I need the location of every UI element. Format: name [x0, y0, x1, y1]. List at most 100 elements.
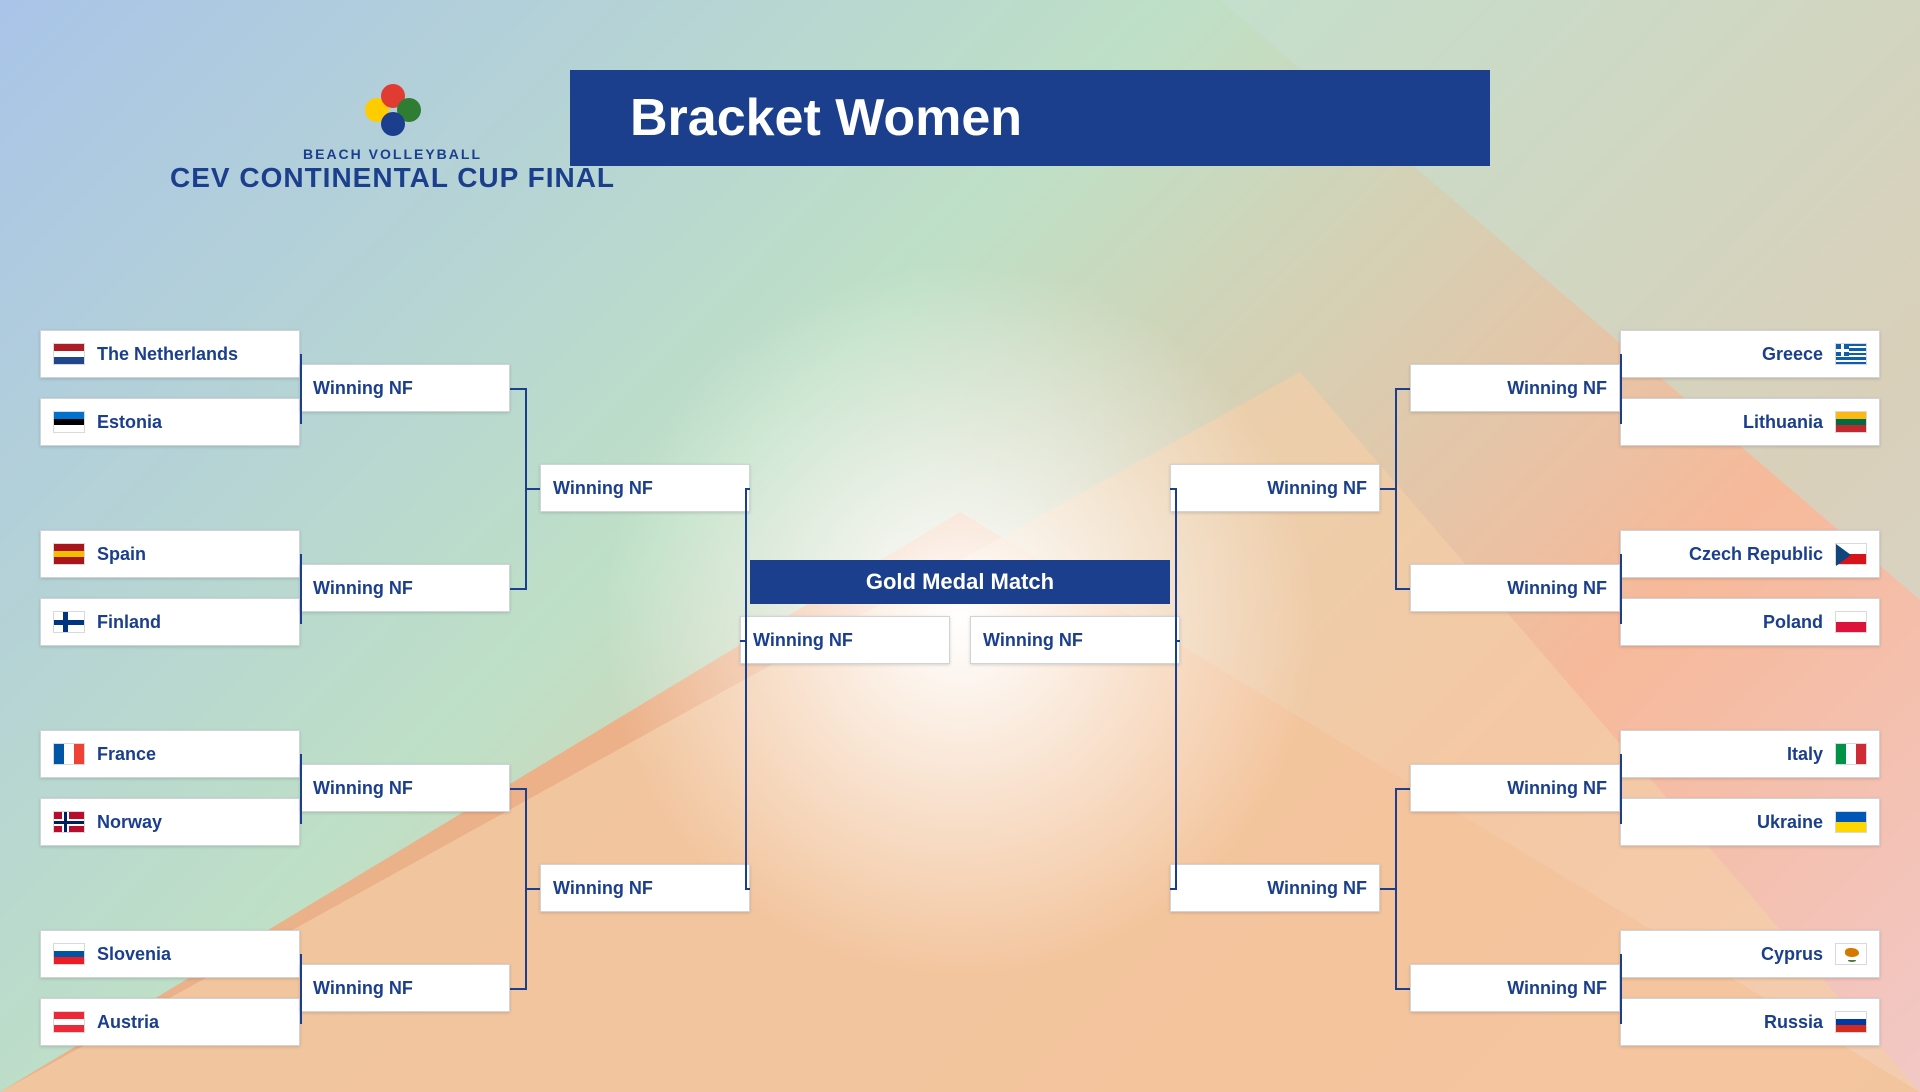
right-r16-3: Poland [1620, 598, 1880, 646]
left-r16-5-label: Norway [97, 812, 162, 833]
left-r16-4: France [40, 730, 300, 778]
flag-icon [53, 943, 85, 965]
left-qf-2: Winning NF [300, 764, 510, 812]
right-r16-5-label: Ukraine [1757, 812, 1823, 833]
right-r16-4-label: Italy [1787, 744, 1823, 765]
flag-icon [1835, 411, 1867, 433]
logo-subtitle: BEACH VOLLEYBALL [170, 146, 615, 162]
flag-icon [1835, 343, 1867, 365]
flag-icon [1835, 743, 1867, 765]
left-r16-7-label: Austria [97, 1012, 159, 1033]
bracket-connector [525, 788, 527, 890]
bracket-connector [300, 388, 302, 424]
flag-icon [1835, 543, 1867, 565]
bracket-connector [1395, 388, 1410, 390]
bracket-connector [1620, 788, 1622, 824]
flag-icon [1835, 943, 1867, 965]
bracket-connector [300, 554, 302, 590]
bracket-connector [740, 640, 745, 642]
right-sf-0: Winning NF [1170, 464, 1380, 512]
left-r16-0: The Netherlands [40, 330, 300, 378]
bracket-connector [525, 488, 540, 490]
left-r16-6: Slovenia [40, 930, 300, 978]
gold-medal-header: Gold Medal Match [750, 560, 1170, 604]
logo-title: CEV CONTINENTAL CUP FINAL [170, 162, 615, 194]
left-qf-0: Winning NF [300, 364, 510, 412]
right-qf-3: Winning NF [1410, 964, 1620, 1012]
flag-icon [1835, 611, 1867, 633]
bracket-connector [300, 354, 302, 390]
bracket-connector [745, 640, 747, 890]
right-r16-4: Italy [1620, 730, 1880, 778]
bracket-connector [510, 988, 525, 990]
bracket-connector [1395, 788, 1410, 790]
flag-icon [53, 811, 85, 833]
bracket-connector [1620, 988, 1622, 1024]
right-r16-0-label: Greece [1762, 344, 1823, 365]
bracket-connector [1395, 488, 1397, 590]
bracket-connector [1380, 488, 1395, 490]
left-r16-4-label: France [97, 744, 156, 765]
bracket-connector [300, 588, 302, 624]
bracket-connector [1395, 888, 1397, 990]
left-qf-0-label: Winning NF [313, 378, 413, 399]
event-logo: BEACH VOLLEYBALL CEV CONTINENTAL CUP FIN… [170, 80, 615, 194]
right-r16-2-label: Czech Republic [1689, 544, 1823, 565]
gold-medal-label: Gold Medal Match [866, 569, 1054, 595]
left-qf-3: Winning NF [300, 964, 510, 1012]
bracket-connector [1620, 588, 1622, 624]
left-r16-0-label: The Netherlands [97, 344, 238, 365]
bracket-connector [525, 888, 527, 990]
bracket-connector [300, 954, 302, 990]
right-r16-6-label: Cyprus [1761, 944, 1823, 965]
bracket-connector [525, 388, 527, 490]
right-r16-3-label: Poland [1763, 612, 1823, 633]
flag-icon [53, 411, 85, 433]
bracket-connector [510, 588, 525, 590]
bracket-connector [1175, 640, 1177, 890]
right-qf-1-label: Winning NF [1507, 578, 1607, 599]
right-r16-0: Greece [1620, 330, 1880, 378]
right-r16-2: Czech Republic [1620, 530, 1880, 578]
flag-icon [53, 743, 85, 765]
bracket-connector [1175, 488, 1177, 642]
right-qf-1: Winning NF [1410, 564, 1620, 612]
flag-icon [1835, 1011, 1867, 1033]
flag-icon [53, 543, 85, 565]
bracket-connector [1395, 588, 1410, 590]
left-r16-5: Norway [40, 798, 300, 846]
page-title-banner: Bracket Women [570, 70, 1490, 166]
final-right-label: Winning NF [983, 630, 1083, 651]
left-qf-1-label: Winning NF [313, 578, 413, 599]
bracket-connector [1620, 354, 1622, 390]
final-right: Winning NF [970, 616, 1180, 664]
left-qf-3-label: Winning NF [313, 978, 413, 999]
left-qf-1: Winning NF [300, 564, 510, 612]
final-left-label: Winning NF [753, 630, 853, 651]
flag-icon [53, 1011, 85, 1033]
right-r16-6: Cyprus [1620, 930, 1880, 978]
right-sf-0-label: Winning NF [1267, 478, 1367, 499]
bracket-connector [525, 488, 527, 590]
logo-ball-icon [363, 80, 423, 140]
right-r16-1: Lithuania [1620, 398, 1880, 446]
bracket-connector [1395, 988, 1410, 990]
bracket-connector [1620, 388, 1622, 424]
right-qf-2: Winning NF [1410, 764, 1620, 812]
bracket-connector [300, 754, 302, 790]
right-r16-1-label: Lithuania [1743, 412, 1823, 433]
bracket-connector [300, 788, 302, 824]
left-r16-2-label: Spain [97, 544, 146, 565]
right-qf-0-label: Winning NF [1507, 378, 1607, 399]
right-qf-2-label: Winning NF [1507, 778, 1607, 799]
bracket-connector [1395, 388, 1397, 490]
page-title: Bracket Women [630, 88, 1022, 148]
right-r16-7: Russia [1620, 998, 1880, 1046]
left-sf-0-label: Winning NF [553, 478, 653, 499]
left-r16-2: Spain [40, 530, 300, 578]
bracket-connector [300, 988, 302, 1024]
final-left: Winning NF [740, 616, 950, 664]
bracket-connector [510, 788, 525, 790]
bracket-connector [745, 488, 747, 642]
bracket-connector [1620, 954, 1622, 990]
